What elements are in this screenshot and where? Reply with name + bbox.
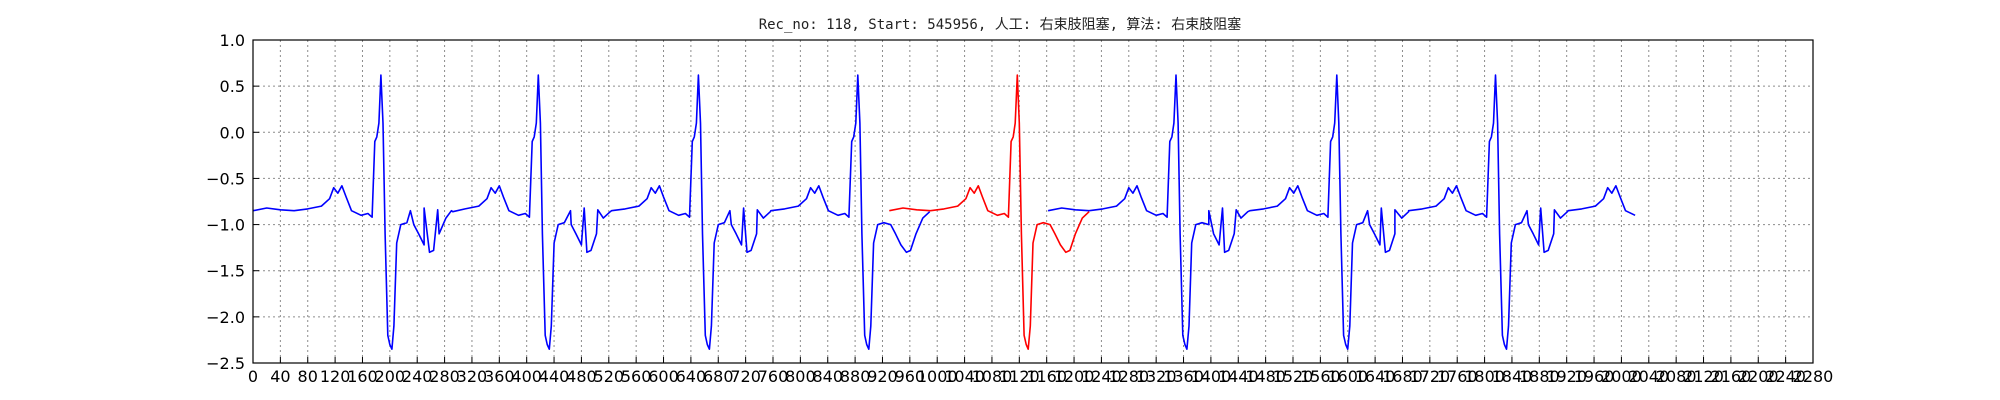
x-tick-label: 1920 xyxy=(1546,367,1587,386)
x-tick-label: 320 xyxy=(457,367,488,386)
x-tick-label: 640 xyxy=(676,367,707,386)
x-tick-label: 1760 xyxy=(1437,367,1478,386)
x-tick-label: 2120 xyxy=(1683,367,1724,386)
x-tick-label: 1000 xyxy=(917,367,958,386)
x-tick-label: 1640 xyxy=(1355,367,1396,386)
y-tick-label: 1.0 xyxy=(220,31,245,50)
plot-frame xyxy=(252,39,1814,364)
x-tick-label: 440 xyxy=(539,367,570,386)
y-tick-label: −1.5 xyxy=(206,262,245,281)
x-tick-label: 800 xyxy=(785,367,816,386)
series-line-0 xyxy=(252,74,931,350)
x-tick-label: 520 xyxy=(594,367,625,386)
x-tick-label: 1680 xyxy=(1382,367,1423,386)
x-tick-label: 1280 xyxy=(1108,367,1149,386)
x-tick-label: 1880 xyxy=(1519,367,1560,386)
x-tick-label: 1040 xyxy=(944,367,985,386)
x-tick-label: 240 xyxy=(402,367,433,386)
x-tick-label: 1080 xyxy=(972,367,1013,386)
x-tick-label: 1720 xyxy=(1409,367,1450,386)
x-tick-label: 200 xyxy=(375,367,406,386)
y-tick-label: −0.5 xyxy=(206,169,245,188)
y-axis: −2.5 −2.0 −1.5 −1.0 −0.5 0.0 0.5 1.0 xyxy=(206,31,259,373)
y-tick-label: −1.0 xyxy=(206,216,245,235)
x-tick-label: 840 xyxy=(812,367,843,386)
y-tick-label: −2.0 xyxy=(206,308,245,327)
chart-title: Rec_no: 118, Start: 545956, 人工: 右束肢阻塞, 算… xyxy=(759,16,1242,33)
x-tick-label: 2000 xyxy=(1601,367,1642,386)
x-tick-label: 1240 xyxy=(1081,367,1122,386)
x-tick-label: 560 xyxy=(621,367,652,386)
x-tick-label: 760 xyxy=(758,367,789,386)
x-tick-label: 1360 xyxy=(1163,367,1204,386)
x-tick-label: 480 xyxy=(566,367,597,386)
x-tick-label: 2240 xyxy=(1765,367,1806,386)
y-tick-label: 0.5 xyxy=(220,77,245,96)
x-tick-label: 960 xyxy=(895,367,926,386)
x-tick-label: 2280 xyxy=(1793,367,1834,386)
x-tick-label: 680 xyxy=(703,367,734,386)
series-line-0 xyxy=(1047,74,1636,350)
x-tick-label: 2200 xyxy=(1738,367,1779,386)
x-tick-label: 280 xyxy=(429,367,460,386)
x-tick-label: 80 xyxy=(298,367,318,386)
y-tick-label: 0.0 xyxy=(220,123,245,142)
x-tick-label: 720 xyxy=(730,367,761,386)
x-tick-label: 1480 xyxy=(1245,367,1286,386)
grid xyxy=(253,40,1813,363)
x-tick-label: 1520 xyxy=(1273,367,1314,386)
x-tick-label: 2040 xyxy=(1628,367,1669,386)
x-tick-label: 880 xyxy=(840,367,871,386)
x-tick-label: 1400 xyxy=(1191,367,1232,386)
x-tick-label: 40 xyxy=(270,367,290,386)
x-tick-label: 1560 xyxy=(1300,367,1341,386)
x-tick-label: 1440 xyxy=(1218,367,1259,386)
x-tick-label: 1200 xyxy=(1054,367,1095,386)
x-tick-label: 600 xyxy=(648,367,679,386)
x-tick-label: 400 xyxy=(511,367,542,386)
x-tick-label: 1160 xyxy=(1026,367,1067,386)
x-tick-label: 1320 xyxy=(1136,367,1177,386)
x-tick-label: 2160 xyxy=(1711,367,1752,386)
x-tick-label: 360 xyxy=(484,367,515,386)
x-tick-label: 2080 xyxy=(1656,367,1697,386)
x-tick-label: 0 xyxy=(248,367,258,386)
x-tick-label: 920 xyxy=(867,367,898,386)
series-line-1 xyxy=(889,74,1090,350)
x-tick-label: 1960 xyxy=(1574,367,1615,386)
x-tick-label: 1840 xyxy=(1492,367,1533,386)
x-tick-label: 160 xyxy=(347,367,378,386)
x-axis: 0 40 80 12016020024028032036040044048052056… xyxy=(248,357,1833,386)
y-tick-label: −2.5 xyxy=(206,354,245,373)
series-group xyxy=(252,74,1636,350)
x-tick-label: 120 xyxy=(320,367,351,386)
x-tick-label: 1120 xyxy=(999,367,1040,386)
x-tick-label: 1600 xyxy=(1327,367,1368,386)
x-tick-label: 1800 xyxy=(1464,367,1505,386)
